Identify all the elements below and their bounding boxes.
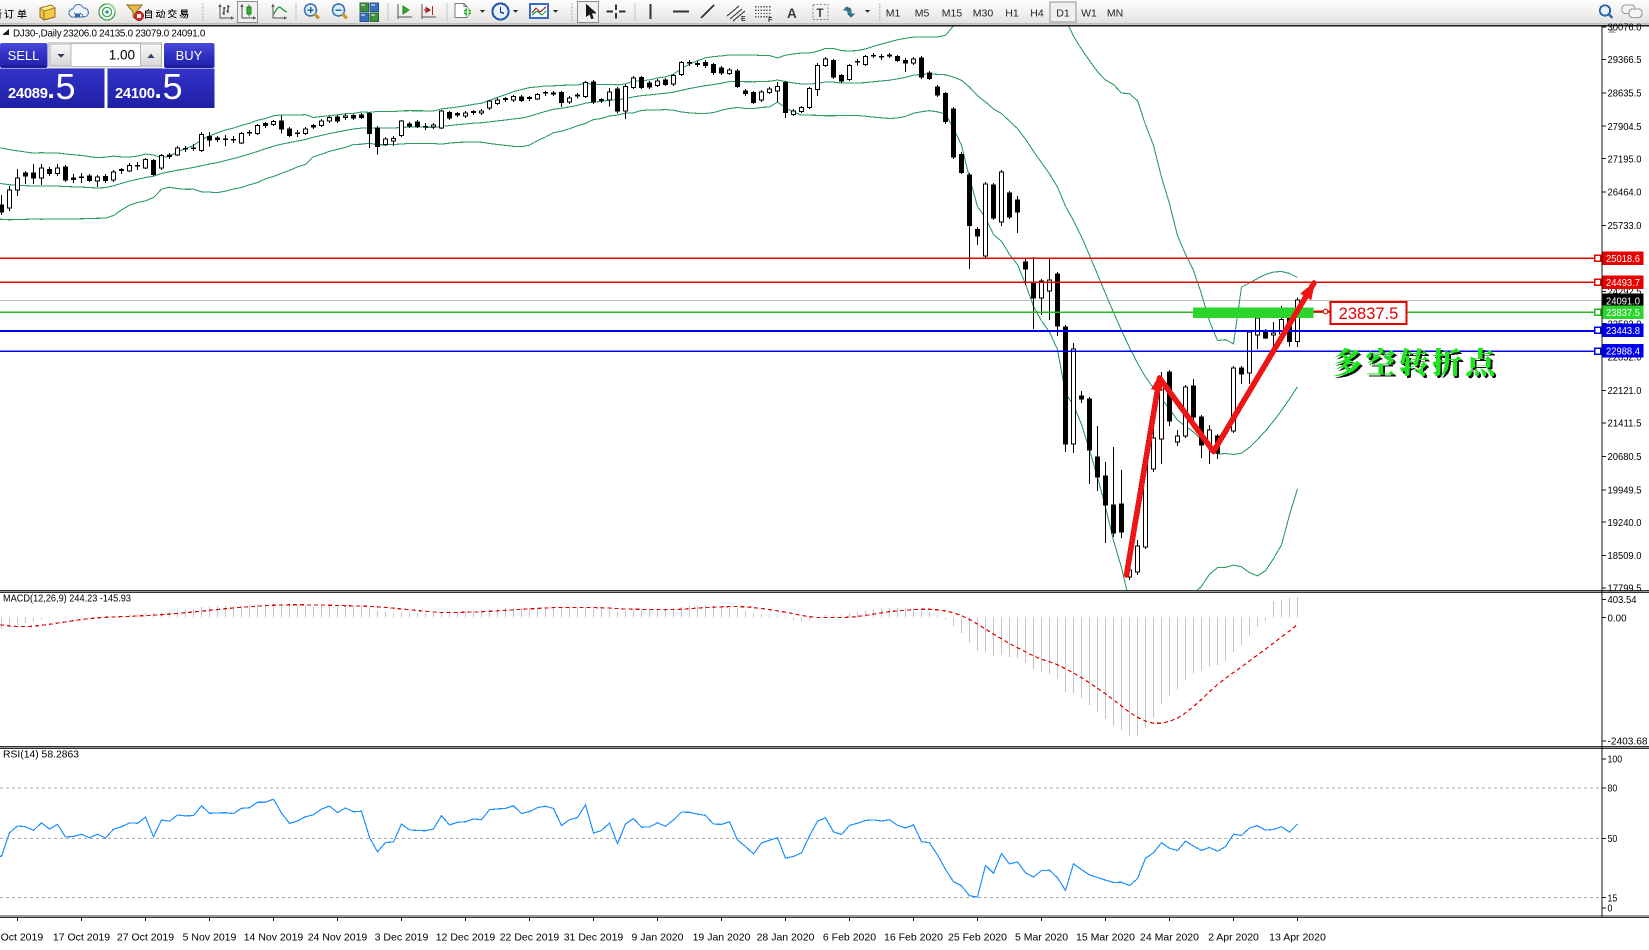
svg-text:13 Apr 2020: 13 Apr 2020: [1269, 932, 1326, 944]
svg-text:A: A: [787, 6, 797, 21]
svg-text:MACD(12,26,9) 244.23 -145.93: MACD(12,26,9) 244.23 -145.93: [3, 594, 131, 605]
svg-text:16 Feb 2020: 16 Feb 2020: [884, 932, 943, 944]
svg-text:MN: MN: [1107, 8, 1123, 20]
svg-text:5 Nov 2019: 5 Nov 2019: [183, 932, 237, 944]
svg-text:H1: H1: [1005, 8, 1019, 20]
svg-text:8 Oct 2019: 8 Oct 2019: [0, 932, 43, 944]
svg-text:25733.0: 25733.0: [1608, 220, 1642, 232]
svg-text:28635.5: 28635.5: [1608, 87, 1642, 99]
svg-text:18509.0: 18509.0: [1608, 550, 1642, 562]
svg-text:5: 5: [163, 66, 183, 107]
svg-text:W1: W1: [1081, 8, 1097, 20]
svg-text:17799.5: 17799.5: [1608, 583, 1642, 595]
svg-text:24 Mar 2020: 24 Mar 2020: [1140, 932, 1199, 944]
svg-text:F: F: [768, 17, 773, 24]
svg-text:30076.0: 30076.0: [1608, 22, 1642, 34]
svg-text:24 Nov 2019: 24 Nov 2019: [308, 932, 368, 944]
svg-text:D1: D1: [1056, 8, 1070, 20]
svg-text:M15: M15: [942, 8, 963, 20]
svg-text:M30: M30: [973, 8, 994, 20]
svg-text:.: .: [155, 74, 162, 104]
svg-text:0: 0: [1608, 903, 1613, 915]
svg-text:27904.5: 27904.5: [1608, 121, 1642, 133]
svg-text:15: 15: [1608, 892, 1618, 904]
svg-text:H4: H4: [1030, 8, 1044, 20]
svg-text:22 Dec 2019: 22 Dec 2019: [500, 932, 560, 944]
svg-text:19240.0: 19240.0: [1608, 517, 1642, 529]
svg-text:5: 5: [56, 66, 76, 107]
svg-text:21411.5: 21411.5: [1608, 418, 1642, 430]
svg-text:24493.7: 24493.7: [1606, 277, 1640, 289]
svg-text:RSI(14) 58.2863: RSI(14) 58.2863: [3, 750, 79, 761]
svg-text:6 Feb 2020: 6 Feb 2020: [823, 932, 876, 944]
svg-text:M5: M5: [915, 8, 930, 20]
svg-text:M1: M1: [886, 8, 901, 20]
svg-text:23837.5: 23837.5: [1339, 305, 1399, 323]
svg-text:1.00: 1.00: [109, 48, 135, 63]
svg-text:100: 100: [1608, 753, 1623, 765]
svg-text:24091.0: 24091.0: [1606, 295, 1640, 307]
svg-text:3 Dec 2019: 3 Dec 2019: [375, 932, 429, 944]
svg-text:28 Jan 2020: 28 Jan 2020: [757, 932, 815, 944]
svg-text:22988.4: 22988.4: [1606, 346, 1640, 358]
svg-text:22121.0: 22121.0: [1608, 385, 1642, 397]
svg-text:25 Feb 2020: 25 Feb 2020: [948, 932, 1007, 944]
svg-text:2 Apr 2020: 2 Apr 2020: [1208, 932, 1259, 944]
svg-text:-2403.68: -2403.68: [1608, 736, 1648, 748]
svg-text:14 Nov 2019: 14 Nov 2019: [244, 932, 304, 944]
svg-text:23206.0 24135.0 23079.0 24091.: 23206.0 24135.0 23079.0 24091.0: [63, 29, 206, 40]
svg-text:403.54: 403.54: [1608, 594, 1637, 606]
svg-text:T: T: [817, 8, 824, 20]
svg-text:15 Mar 2020: 15 Mar 2020: [1076, 932, 1135, 944]
svg-text:BUY: BUY: [176, 48, 203, 63]
svg-text:26464.0: 26464.0: [1608, 187, 1642, 199]
svg-text:19949.5: 19949.5: [1608, 484, 1642, 496]
svg-text:29366.5: 29366.5: [1608, 54, 1642, 66]
svg-text:80: 80: [1608, 782, 1618, 794]
svg-text:50: 50: [1608, 833, 1618, 845]
svg-text:17 Oct 2019: 17 Oct 2019: [53, 932, 110, 944]
svg-text:9 Jan 2020: 9 Jan 2020: [632, 932, 684, 944]
svg-text:E: E: [741, 16, 746, 23]
svg-text:.: .: [48, 74, 55, 104]
svg-text:12 Dec 2019: 12 Dec 2019: [436, 932, 496, 944]
svg-text:23443.8: 23443.8: [1606, 325, 1640, 337]
svg-text:20680.5: 20680.5: [1608, 451, 1642, 463]
svg-text:25018.6: 25018.6: [1606, 253, 1640, 265]
svg-text:19 Jan 2020: 19 Jan 2020: [693, 932, 751, 944]
svg-text:0.00: 0.00: [1608, 612, 1627, 624]
svg-text:31 Dec 2019: 31 Dec 2019: [564, 932, 624, 944]
svg-text:27 Oct 2019: 27 Oct 2019: [117, 932, 174, 944]
svg-text:24100: 24100: [115, 86, 155, 102]
svg-text:5 Mar 2020: 5 Mar 2020: [1015, 932, 1068, 944]
svg-text:23837.5: 23837.5: [1606, 307, 1640, 319]
svg-text:SELL: SELL: [8, 48, 40, 63]
svg-text:27195.0: 27195.0: [1608, 153, 1642, 165]
svg-text:DJ30-,Daily: DJ30-,Daily: [13, 29, 62, 40]
svg-text:24089: 24089: [8, 86, 48, 102]
